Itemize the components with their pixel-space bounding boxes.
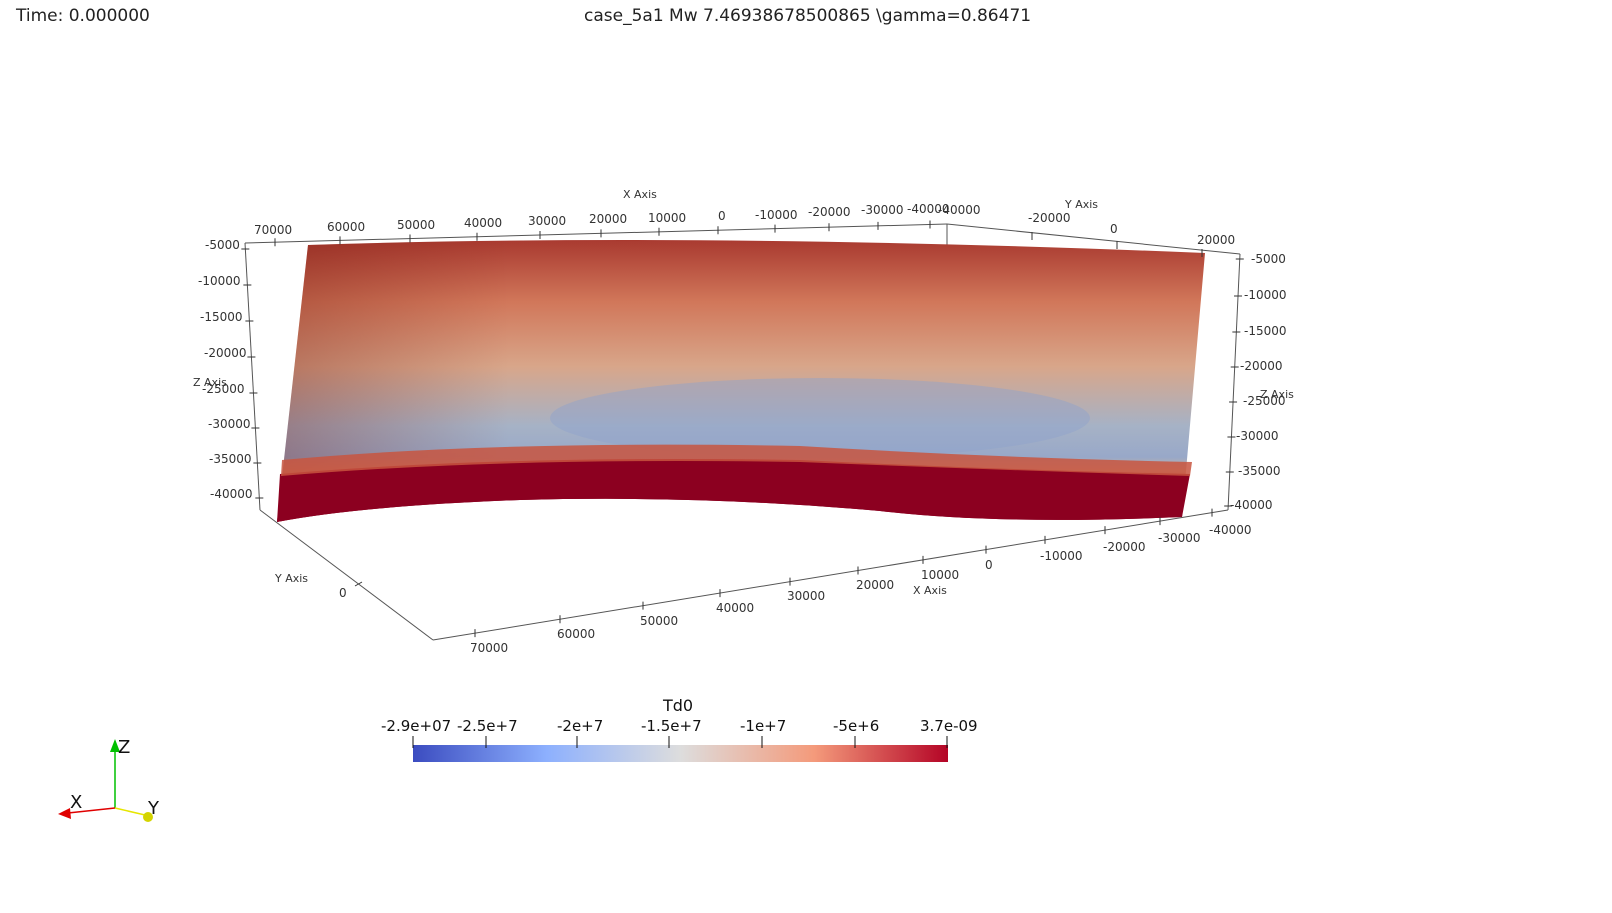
top-y-tick: 20000: [1197, 233, 1235, 247]
bottom-x-tick: 10000: [921, 568, 959, 582]
bottom-x-tick: 30000: [787, 589, 825, 603]
top-x-tick: 30000: [528, 214, 566, 228]
left-z-tick: -20000: [204, 346, 247, 360]
plot-title: case_5a1 Mw 7.46938678500865 \gamma=0.86…: [584, 6, 1032, 26]
top-x-tick: -30000: [861, 203, 904, 217]
top-x-tick: 50000: [397, 218, 435, 232]
left-z-tick: -10000: [198, 274, 241, 288]
tick-marks: [241, 220, 1244, 638]
right-z-tick: -15000: [1244, 324, 1287, 338]
left-z-tick: -15000: [200, 310, 243, 324]
right-z-tick: -35000: [1238, 464, 1281, 478]
top-y-tick: 0: [1110, 222, 1118, 236]
colorbar-tick: -2.5e+7: [457, 717, 518, 735]
right-z-tick: -20000: [1240, 359, 1283, 373]
bottom-x-tick: 20000: [856, 578, 894, 592]
orientation-x-label: X: [70, 792, 82, 813]
orientation-y-label: Y: [147, 798, 160, 819]
colorbar-gradient: [413, 745, 948, 762]
orientation-axes-widget[interactable]: Z X Y: [58, 737, 160, 822]
bottom-x-tick: 60000: [557, 627, 595, 641]
colorbar-tick: -1e+7: [740, 717, 786, 735]
top-y-tick: -20000: [1028, 211, 1071, 225]
x-arrow-head-icon: [58, 808, 71, 819]
colorbar: Td0 -2.9e+07 -2.5e+7 -2e+7 -1.5e+7 -1e+7…: [381, 696, 978, 762]
orientation-z-label: Z: [118, 737, 130, 758]
left-y-axis: Y Axis 0: [274, 572, 347, 600]
top-x-tick: 20000: [589, 212, 627, 226]
left-z-tick: -25000: [202, 382, 245, 396]
left-z-tick: -30000: [208, 417, 251, 431]
top-x-axis-title: X Axis: [623, 188, 657, 201]
left-z-tick: -40000: [210, 487, 253, 501]
bottom-x-tick: -10000: [1040, 549, 1083, 563]
top-y-axis-title: Y Axis: [1064, 198, 1098, 211]
colorbar-title: Td0: [662, 696, 693, 715]
left-y-tick: 0: [339, 586, 347, 600]
right-z-tick: -25000: [1243, 394, 1286, 408]
colorbar-tick: -2.9e+07: [381, 717, 451, 735]
time-label: Time: 0.000000: [16, 6, 150, 26]
top-x-tick: 10000: [648, 211, 686, 225]
colorbar-tick: -2e+7: [557, 717, 603, 735]
colorbar-tick: -5e+6: [833, 717, 879, 735]
bottom-x-tick: 50000: [640, 614, 678, 628]
bottom-x-tick: 70000: [470, 641, 508, 655]
y-arrow-head-icon: [143, 812, 153, 822]
colorbar-tick: -1.5e+7: [641, 717, 702, 735]
left-z-tick: -5000: [205, 238, 240, 252]
fault-surface: [277, 240, 1205, 522]
top-x-tick: 60000: [327, 220, 365, 234]
right-z-axis-title: Z Axis: [1260, 388, 1294, 401]
right-z-tick: -40000: [1230, 498, 1273, 512]
right-z-tick: -5000: [1251, 252, 1286, 266]
axes-frame: [244, 223, 1241, 641]
top-x-tick: -40000: [907, 202, 950, 216]
top-x-tick: -20000: [808, 205, 851, 219]
bottom-x-tick: -40000: [1209, 523, 1252, 537]
top-x-tick: 40000: [464, 216, 502, 230]
colorbar-tick: 3.7e-09: [920, 717, 978, 735]
top-x-tick: -10000: [755, 208, 798, 222]
right-z-axis: Z Axis -5000 -10000 -15000 -20000 -25000…: [1230, 252, 1294, 512]
right-z-tick: -10000: [1244, 288, 1287, 302]
orientation-x-axis: [67, 807, 116, 814]
top-x-axis: X Axis 70000 60000 50000 40000 30000 200…: [254, 188, 981, 237]
left-z-axis-title: Z Axis: [193, 376, 227, 389]
bottom-x-tick: 40000: [716, 601, 754, 615]
bottom-x-axis: X Axis 70000 60000 50000 40000 30000 200…: [470, 523, 1252, 655]
left-y-axis-title: Y Axis: [274, 572, 308, 585]
left-y-tick-mark: [354, 581, 363, 587]
bottom-x-tick: 0: [985, 558, 993, 572]
top-y-axis: Y Axis -20000 0 20000: [1028, 198, 1235, 247]
top-x-tick: -40000: [938, 203, 981, 217]
top-x-tick: 0: [718, 209, 726, 223]
bottom-x-axis-title: X Axis: [913, 584, 947, 597]
z-arrow-head-icon: [110, 739, 120, 752]
left-z-tick: -35000: [209, 452, 252, 466]
top-x-tick: 70000: [254, 223, 292, 237]
orientation-y-axis: [114, 807, 146, 816]
bottom-x-tick: -30000: [1158, 531, 1201, 545]
left-z-axis: Z Axis -5000 -10000 -15000 -20000 -25000…: [193, 238, 253, 501]
right-z-tick: -30000: [1236, 429, 1279, 443]
bottom-x-tick: -20000: [1103, 540, 1146, 554]
